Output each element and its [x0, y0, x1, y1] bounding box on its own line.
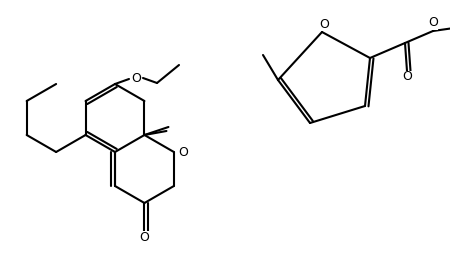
Text: O: O	[131, 72, 141, 85]
Text: O: O	[319, 18, 329, 30]
Text: O: O	[178, 146, 188, 158]
Text: O: O	[140, 231, 149, 244]
Text: O: O	[131, 71, 141, 85]
Text: O: O	[402, 70, 412, 84]
Text: O: O	[428, 17, 438, 29]
